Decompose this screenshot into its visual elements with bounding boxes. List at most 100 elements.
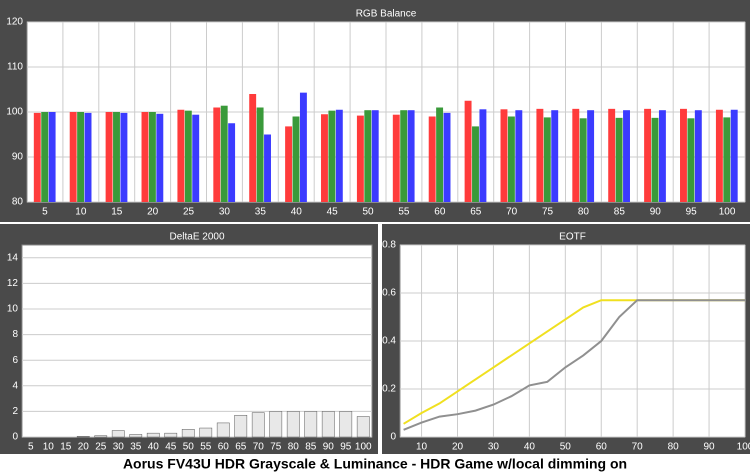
bar bbox=[371, 110, 379, 202]
x-tick-label: 30 bbox=[113, 442, 125, 453]
bar bbox=[680, 108, 687, 202]
x-tick-label: 60 bbox=[596, 442, 608, 453]
bar bbox=[687, 118, 695, 202]
bar bbox=[507, 116, 515, 202]
x-tick-label: 55 bbox=[200, 442, 212, 453]
x-tick-label: 100 bbox=[355, 442, 372, 453]
bar bbox=[392, 114, 400, 202]
x-tick-label: 95 bbox=[340, 442, 352, 453]
bar bbox=[472, 126, 479, 202]
x-tick-label: 50 bbox=[183, 442, 195, 453]
bar bbox=[723, 117, 731, 202]
x-tick-label: 75 bbox=[270, 442, 282, 453]
x-tick-label: 25 bbox=[95, 442, 107, 453]
x-tick-label: 15 bbox=[60, 442, 72, 453]
bar bbox=[436, 107, 444, 202]
x-tick-label: 10 bbox=[75, 207, 87, 218]
bar bbox=[608, 108, 616, 202]
bar bbox=[730, 109, 738, 202]
x-tick-label: 75 bbox=[542, 207, 554, 218]
bar bbox=[33, 112, 41, 202]
x-tick-label: 5 bbox=[42, 207, 48, 218]
bar bbox=[41, 112, 49, 202]
x-tick-label: 95 bbox=[686, 207, 698, 218]
x-tick-label: 80 bbox=[668, 442, 680, 453]
plot-area bbox=[21, 244, 373, 438]
y-tick-label: 4 bbox=[12, 380, 18, 391]
bar bbox=[299, 92, 307, 202]
bar bbox=[113, 112, 120, 202]
bar bbox=[269, 411, 283, 438]
bar bbox=[579, 118, 587, 202]
bar bbox=[69, 112, 77, 202]
bar bbox=[694, 110, 702, 202]
x-tick-label: 90 bbox=[650, 207, 662, 218]
bar bbox=[256, 107, 264, 202]
bar bbox=[84, 112, 92, 202]
chart-title: RGB Balance bbox=[356, 9, 417, 20]
x-tick-label: 70 bbox=[506, 207, 518, 218]
page-caption: Aorus FV43U HDR Grayscale & Luminance - … bbox=[123, 456, 627, 472]
x-tick-label: 80 bbox=[288, 442, 300, 453]
bar bbox=[286, 411, 300, 438]
bar bbox=[76, 436, 90, 438]
y-tick-label: 0.4 bbox=[382, 336, 396, 347]
bar bbox=[536, 108, 544, 202]
x-tick-label: 35 bbox=[255, 207, 267, 218]
x-tick-label: 90 bbox=[323, 442, 335, 453]
y-tick-label: 100 bbox=[6, 107, 23, 118]
bar bbox=[304, 411, 318, 438]
x-tick-label: 45 bbox=[165, 442, 177, 453]
bar bbox=[148, 112, 156, 202]
bar bbox=[543, 117, 551, 202]
x-tick-label: 20 bbox=[78, 442, 90, 453]
bar bbox=[339, 411, 353, 438]
y-tick-label: 80 bbox=[12, 197, 24, 208]
x-tick-label: 5 bbox=[28, 442, 34, 453]
bar bbox=[356, 115, 364, 202]
x-tick-label: 35 bbox=[130, 442, 142, 453]
x-tick-label: 65 bbox=[235, 442, 247, 453]
x-tick-label: 30 bbox=[488, 442, 500, 453]
chart-title: EOTF bbox=[559, 232, 586, 243]
x-tick-label: 30 bbox=[219, 207, 231, 218]
y-tick-label: 14 bbox=[7, 252, 19, 263]
bar bbox=[192, 114, 200, 202]
bar bbox=[220, 105, 228, 202]
bar bbox=[407, 110, 415, 202]
bar bbox=[94, 435, 108, 438]
bar bbox=[199, 427, 213, 438]
x-tick-label: 40 bbox=[524, 442, 536, 453]
x-tick-label: 40 bbox=[148, 442, 160, 453]
bar bbox=[77, 112, 85, 202]
bar bbox=[443, 112, 451, 202]
bar bbox=[356, 416, 370, 438]
bar bbox=[551, 110, 559, 202]
bar bbox=[364, 110, 372, 202]
x-tick-label: 45 bbox=[327, 207, 339, 218]
y-tick-label: 12 bbox=[7, 278, 19, 289]
bar bbox=[321, 114, 328, 202]
x-tick-label: 85 bbox=[305, 442, 317, 453]
x-tick-label: 60 bbox=[218, 442, 230, 453]
y-tick-label: 90 bbox=[12, 152, 24, 163]
x-tick-label: 100 bbox=[737, 442, 750, 453]
bar bbox=[48, 112, 56, 202]
line-series bbox=[403, 299, 745, 431]
x-tick-label: 50 bbox=[362, 207, 374, 218]
bar bbox=[111, 430, 125, 438]
bar bbox=[715, 109, 723, 202]
bar bbox=[181, 429, 195, 438]
x-tick-label: 10 bbox=[43, 442, 55, 453]
y-tick-label: 8 bbox=[12, 329, 18, 340]
bar bbox=[285, 126, 293, 202]
x-tick-label: 70 bbox=[632, 442, 644, 453]
bar bbox=[105, 112, 113, 202]
x-tick-label: 85 bbox=[614, 207, 626, 218]
bar bbox=[572, 108, 580, 202]
bar bbox=[479, 109, 487, 202]
bar bbox=[234, 414, 248, 438]
x-tick-label: 80 bbox=[578, 207, 590, 218]
bar bbox=[164, 432, 178, 438]
